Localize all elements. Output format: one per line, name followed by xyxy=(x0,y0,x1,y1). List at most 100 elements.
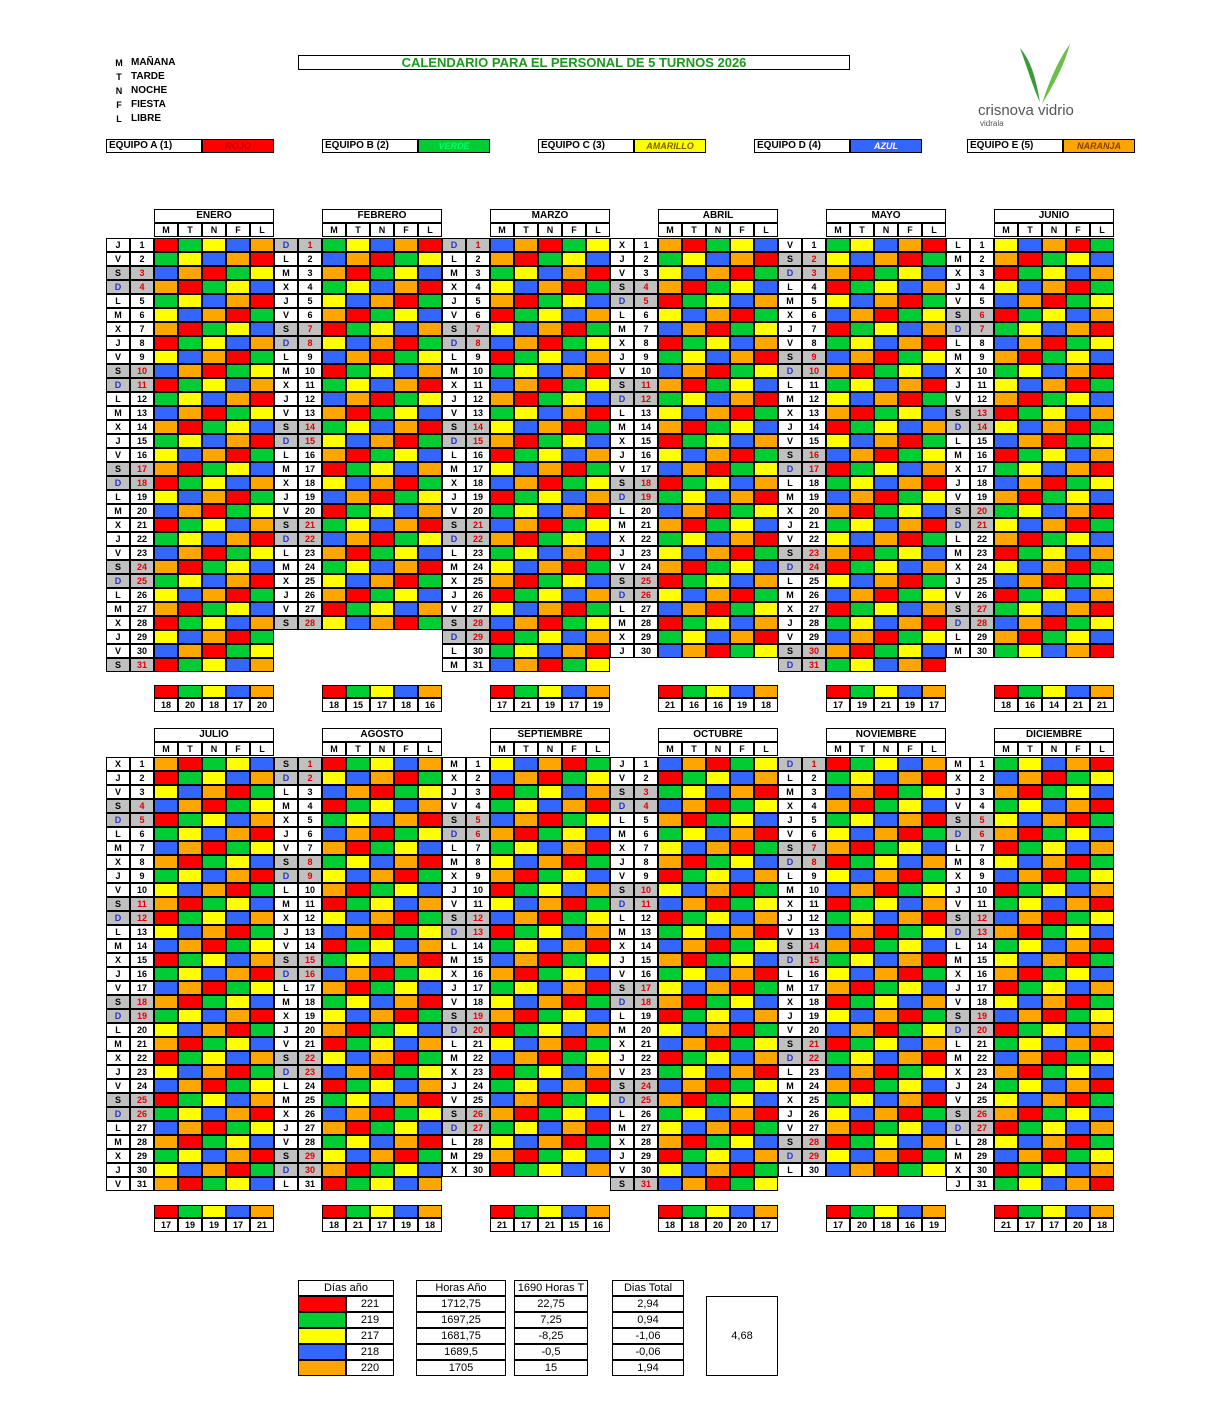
shift-cell xyxy=(226,630,250,644)
shift-cell xyxy=(562,266,586,280)
shift-cell xyxy=(874,658,898,672)
shift-cell xyxy=(754,799,778,813)
shift-cell xyxy=(322,560,346,574)
shift-cell xyxy=(682,644,706,658)
shift-cell xyxy=(922,294,946,308)
shift-cell xyxy=(922,939,946,953)
shift-header: M xyxy=(490,742,514,756)
month-name: JULIO xyxy=(154,728,274,742)
legend-label: LIBRE xyxy=(131,113,161,124)
shift-cell xyxy=(850,799,874,813)
day-number: 10 xyxy=(634,364,658,378)
shift-cell xyxy=(850,1121,874,1135)
shift-cell xyxy=(706,574,730,588)
day-number: 30 xyxy=(802,1163,826,1177)
shift-cell xyxy=(898,1149,922,1163)
shift-cell xyxy=(1066,939,1090,953)
shift-header: F xyxy=(898,223,922,237)
shift-cell xyxy=(754,1037,778,1051)
day-number: 3 xyxy=(970,266,994,280)
count-color xyxy=(1018,1205,1042,1218)
shift-cell xyxy=(154,378,178,392)
shift-cell xyxy=(322,1009,346,1023)
weekday: X xyxy=(106,757,130,771)
weekday: S xyxy=(610,574,634,588)
day-number: 14 xyxy=(634,420,658,434)
weekday: S xyxy=(610,1177,634,1191)
team-color: ROJO xyxy=(202,139,274,153)
shift-cell xyxy=(898,658,922,672)
shift-cell xyxy=(490,308,514,322)
day-number: 3 xyxy=(634,785,658,799)
day-number: 29 xyxy=(130,630,154,644)
shift-cell xyxy=(490,364,514,378)
day-number: 23 xyxy=(634,1065,658,1079)
shift-cell xyxy=(202,294,226,308)
shift-cell xyxy=(730,364,754,378)
shift-cell xyxy=(586,518,610,532)
weekday: V xyxy=(946,1093,970,1107)
shift-cell xyxy=(1090,1177,1114,1191)
shift-cell xyxy=(370,280,394,294)
day-number: 6 xyxy=(970,308,994,322)
shift-header: F xyxy=(226,223,250,237)
day-number: 25 xyxy=(634,574,658,588)
shift-cell xyxy=(922,785,946,799)
shift-cell xyxy=(1090,434,1114,448)
shift-cell xyxy=(1018,616,1042,630)
shift-cell xyxy=(826,406,850,420)
shift-cell xyxy=(682,855,706,869)
day-number: 17 xyxy=(970,981,994,995)
shift-cell xyxy=(682,434,706,448)
shift-cell xyxy=(154,1149,178,1163)
shift-cell xyxy=(1090,364,1114,378)
shift-cell xyxy=(874,855,898,869)
weekday: X xyxy=(442,574,466,588)
day-number: 16 xyxy=(802,967,826,981)
shift-cell xyxy=(850,939,874,953)
shift-cell xyxy=(898,308,922,322)
count-value: 21 xyxy=(514,698,538,712)
shift-cell xyxy=(370,1065,394,1079)
shift-cell xyxy=(202,757,226,771)
shift-cell xyxy=(898,1023,922,1037)
weekday: M xyxy=(442,855,466,869)
day-number: 10 xyxy=(130,364,154,378)
shift-cell xyxy=(658,1135,682,1149)
shift-cell xyxy=(418,616,442,630)
day-number: 1 xyxy=(298,238,322,252)
day-number: 20 xyxy=(466,1023,490,1037)
shift-cell xyxy=(202,967,226,981)
weekday: J xyxy=(442,588,466,602)
shift-cell xyxy=(370,1009,394,1023)
shift-cell xyxy=(418,378,442,392)
shift-cell xyxy=(850,1065,874,1079)
weekday: D xyxy=(442,1023,466,1037)
weekday: V xyxy=(106,1079,130,1093)
day-number: 18 xyxy=(802,995,826,1009)
weekday: X xyxy=(778,1093,802,1107)
shift-cell xyxy=(730,1093,754,1107)
shift-cell xyxy=(1090,448,1114,462)
shift-cell xyxy=(898,364,922,378)
shift-cell xyxy=(250,1023,274,1037)
shift-cell xyxy=(1090,883,1114,897)
shift-cell xyxy=(226,1149,250,1163)
weekday: D xyxy=(106,574,130,588)
shift-cell xyxy=(706,630,730,644)
shift-header: T xyxy=(682,223,706,237)
weekday: M xyxy=(442,560,466,574)
shift-cell xyxy=(418,434,442,448)
shift-cell xyxy=(514,911,538,925)
shift-cell xyxy=(178,588,202,602)
shift-cell xyxy=(370,560,394,574)
weekday: D xyxy=(610,490,634,504)
shift-cell xyxy=(754,560,778,574)
shift-cell xyxy=(514,841,538,855)
shift-cell xyxy=(850,364,874,378)
shift-cell xyxy=(994,392,1018,406)
shift-cell xyxy=(322,953,346,967)
shift-cell xyxy=(730,785,754,799)
day-number: 14 xyxy=(634,939,658,953)
shift-cell xyxy=(682,1079,706,1093)
